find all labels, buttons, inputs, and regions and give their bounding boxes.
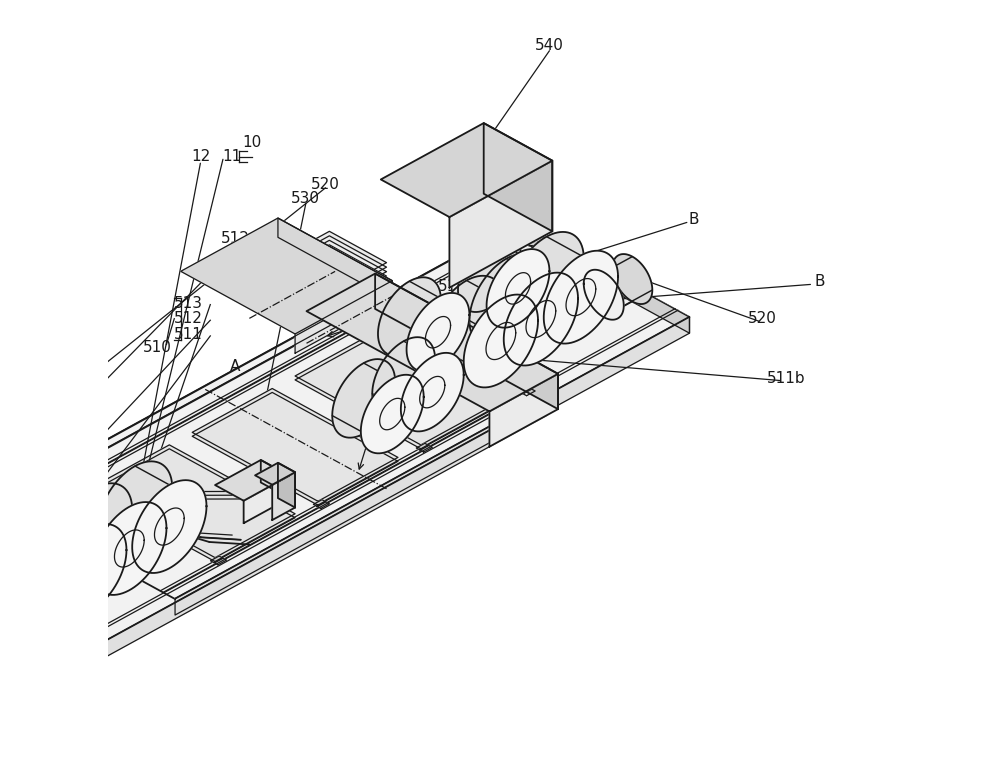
Polygon shape [89,449,295,561]
Polygon shape [375,273,558,410]
Polygon shape [69,501,149,545]
Polygon shape [210,556,222,563]
Polygon shape [519,387,531,394]
Text: 12: 12 [191,149,211,164]
Polygon shape [332,359,395,438]
Polygon shape [544,251,618,344]
Text: A: A [413,288,423,304]
Polygon shape [401,353,464,431]
Polygon shape [523,389,535,395]
Polygon shape [469,254,544,347]
Polygon shape [484,123,552,231]
Polygon shape [487,249,549,327]
Polygon shape [175,317,689,615]
Polygon shape [244,475,289,523]
Text: 513: 513 [174,295,203,311]
Text: 10: 10 [242,135,261,150]
Polygon shape [32,399,547,698]
Polygon shape [192,388,398,501]
Polygon shape [313,500,325,507]
Polygon shape [18,487,92,580]
Polygon shape [261,460,289,498]
Text: 520: 520 [748,311,777,327]
Text: 513: 513 [554,258,583,274]
Polygon shape [317,502,329,508]
Polygon shape [0,468,58,561]
Polygon shape [464,294,538,388]
Polygon shape [58,483,132,576]
Polygon shape [420,446,432,452]
Polygon shape [244,240,387,319]
Polygon shape [278,218,392,300]
Polygon shape [612,254,652,304]
Polygon shape [255,463,295,485]
Polygon shape [192,392,398,505]
Polygon shape [4,223,689,599]
Text: 511a: 511a [438,279,476,294]
Polygon shape [407,293,469,371]
Polygon shape [52,524,126,617]
Text: 511: 511 [488,258,517,274]
Text: 11: 11 [223,149,242,164]
Text: 511: 511 [174,327,203,342]
Polygon shape [0,299,547,681]
Text: 530: 530 [291,191,320,207]
Polygon shape [504,272,578,366]
Polygon shape [98,461,172,554]
Polygon shape [295,281,392,353]
Polygon shape [272,472,295,520]
Text: 520: 520 [311,176,340,192]
Polygon shape [244,249,387,327]
Text: 512: 512 [521,258,550,274]
Polygon shape [244,236,387,314]
Polygon shape [92,502,166,595]
Polygon shape [295,332,501,445]
Text: 512a: 512a [221,231,259,247]
Polygon shape [372,337,435,416]
Text: B: B [689,211,699,227]
Polygon shape [429,276,504,369]
Polygon shape [89,445,295,557]
Polygon shape [295,336,501,449]
Polygon shape [181,218,392,334]
Text: B: B [814,274,825,290]
Polygon shape [489,373,558,446]
Polygon shape [278,463,295,507]
Text: A: A [230,359,241,374]
Polygon shape [364,299,547,416]
Polygon shape [449,161,552,287]
Polygon shape [584,269,624,319]
Polygon shape [518,223,689,334]
Text: 511b: 511b [766,370,805,386]
Text: 510: 510 [143,340,171,355]
Polygon shape [458,233,521,312]
Polygon shape [416,443,428,450]
Polygon shape [215,460,289,500]
Polygon shape [381,123,552,217]
Polygon shape [214,558,226,565]
Polygon shape [244,231,387,309]
Text: 512: 512 [174,311,203,327]
Polygon shape [378,277,441,355]
Polygon shape [361,375,424,453]
Polygon shape [509,232,584,325]
Polygon shape [244,245,387,323]
Text: 510: 510 [527,241,556,257]
Polygon shape [78,474,158,518]
Polygon shape [132,480,206,573]
Polygon shape [307,273,558,411]
Text: 540: 540 [535,38,564,53]
Polygon shape [18,505,92,598]
